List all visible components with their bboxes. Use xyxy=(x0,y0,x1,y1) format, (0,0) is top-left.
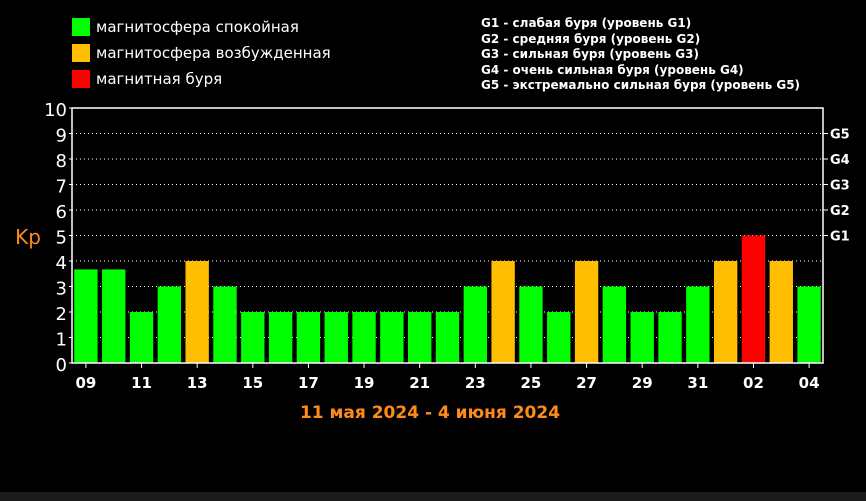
y-tick-label: 1 xyxy=(56,330,67,351)
y-axis-label: Kp xyxy=(15,225,41,249)
kp-bar xyxy=(519,286,543,363)
y-tick-label: 6 xyxy=(56,202,67,223)
kp-bar xyxy=(686,286,710,363)
kp-bar xyxy=(408,312,432,363)
g-scale-item: G4 - очень сильная буря (уровень G4) xyxy=(481,62,744,77)
x-tick-label: 11 xyxy=(131,374,152,392)
kp-bar xyxy=(547,312,571,363)
kp-bar xyxy=(658,312,682,363)
chart-grid xyxy=(72,133,823,338)
x-tick-label: 21 xyxy=(409,374,430,392)
x-tick-label: 27 xyxy=(576,374,597,392)
kp-bar xyxy=(797,286,821,363)
g-level-label: G2 xyxy=(830,204,850,219)
kp-bar xyxy=(185,261,209,363)
g-level-label: G4 xyxy=(830,153,850,168)
legend-swatch-storm xyxy=(72,70,90,88)
legend-left: магнитосфера спокойная магнитосфера возб… xyxy=(72,14,331,92)
y-tick-label: 3 xyxy=(56,279,67,300)
g-scale-item: G1 - слабая буря (уровень G1) xyxy=(481,16,692,30)
chart-subtitle: 11 мая 2024 - 4 июня 2024 xyxy=(300,403,560,423)
x-tick-label: 13 xyxy=(187,374,208,392)
g-axis: G1 G2 G3 G4 G5 xyxy=(823,128,850,245)
g-level-label: G3 xyxy=(830,179,850,194)
kp-bar xyxy=(102,269,126,363)
legend-label-active: магнитосфера возбужденная xyxy=(96,44,331,62)
g-level-label: G5 xyxy=(830,128,850,143)
legend-swatch-active xyxy=(72,44,90,62)
kp-bar xyxy=(463,286,487,363)
legend-swatch-quiet xyxy=(72,18,90,36)
g-scale-item: G3 - сильная буря (уровень G3) xyxy=(481,47,699,61)
kp-bar xyxy=(352,312,376,363)
y-tick-label: 5 xyxy=(56,228,67,249)
kp-bar xyxy=(713,261,738,363)
kp-bar xyxy=(741,235,766,363)
kp-bar xyxy=(296,312,321,363)
y-tick-label: 10 xyxy=(44,100,67,121)
y-axis: 0 1 2 3 4 5 6 7 8 9 10 xyxy=(44,100,72,376)
legend-item-active: магнитосфера возбужденная xyxy=(72,40,331,66)
y-tick-label: 8 xyxy=(56,151,67,172)
kp-bar xyxy=(435,312,460,363)
x-tick-label: 02 xyxy=(743,374,764,392)
kp-bar xyxy=(380,312,404,363)
y-tick-label: 0 xyxy=(56,355,67,376)
g-scale-item: G2 - средняя буря (уровень G2) xyxy=(481,31,701,46)
legend-item-storm: магнитная буря xyxy=(72,66,331,92)
kp-bar xyxy=(491,261,515,363)
y-tick-label: 2 xyxy=(56,304,67,325)
x-tick-label: 04 xyxy=(799,374,820,392)
kp-bar xyxy=(574,261,599,363)
kp-bar xyxy=(268,312,293,363)
kp-bar xyxy=(157,286,182,363)
kp-bar xyxy=(213,286,237,363)
x-tick-label: 29 xyxy=(632,374,653,392)
kp-bar xyxy=(602,286,627,363)
x-tick-label: 17 xyxy=(298,374,319,392)
y-tick-label: 7 xyxy=(56,177,67,198)
legend-item-quiet: магнитосфера спокойная xyxy=(72,14,331,40)
x-tick-label: 23 xyxy=(465,374,486,392)
g-level-label: G1 xyxy=(830,230,850,245)
kp-bar xyxy=(241,312,265,363)
kp-bar xyxy=(74,269,98,363)
x-tick-label: 31 xyxy=(687,374,708,392)
x-axis: 09 11 13 15 17 19 21 23 25 27 29 31 02 04 xyxy=(75,363,820,392)
y-tick-label: 4 xyxy=(56,253,67,274)
y-tick-label: 9 xyxy=(56,126,67,147)
x-tick-label: 19 xyxy=(354,374,375,392)
chart-bars xyxy=(74,235,821,363)
g-scale-legend: G1 - слабая буря (уровень G1) G2 - средн… xyxy=(481,16,800,94)
x-tick-label: 09 xyxy=(75,374,96,392)
kp-bar xyxy=(129,312,154,363)
legend-label-storm: магнитная буря xyxy=(96,70,223,88)
g-scale-item: G5 - экстремально сильная буря (уровень … xyxy=(481,78,801,92)
kp-bar xyxy=(769,261,793,363)
x-tick-label: 15 xyxy=(242,374,263,392)
legend-label-quiet: магнитосфера спокойная xyxy=(96,18,299,36)
kp-bar xyxy=(324,312,348,363)
plot-frame xyxy=(71,107,824,364)
kp-bar xyxy=(630,312,654,363)
bottom-strip xyxy=(0,492,866,501)
x-tick-label: 25 xyxy=(521,374,542,392)
